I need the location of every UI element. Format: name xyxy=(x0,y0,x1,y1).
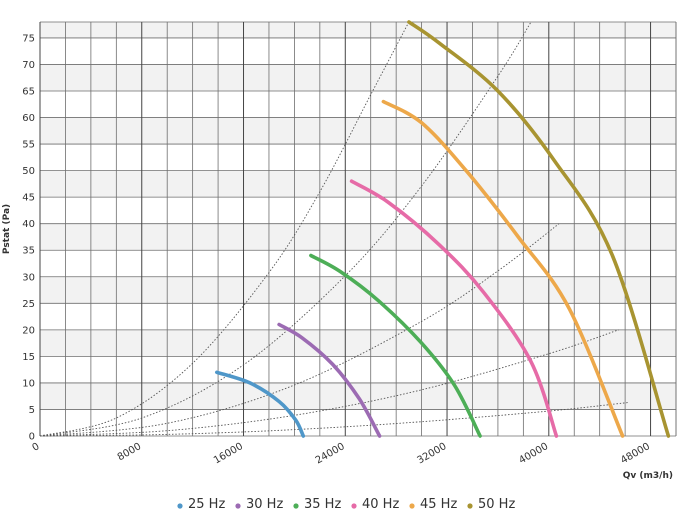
legend-marker xyxy=(235,503,241,509)
system-curve xyxy=(39,21,410,437)
series-line xyxy=(277,322,382,438)
grid-band xyxy=(40,22,676,38)
grid-band xyxy=(40,64,676,91)
y-tick-label: 70 xyxy=(22,60,35,71)
series-line xyxy=(215,370,306,438)
grid-band xyxy=(40,91,676,118)
plot-bands xyxy=(40,22,676,436)
y-tick-label: 65 xyxy=(22,87,35,98)
legend-label: 25 Hz xyxy=(188,497,225,512)
grid-band xyxy=(40,117,676,145)
y-tick-label: 15 xyxy=(22,352,35,363)
y-tick-label: 20 xyxy=(22,325,35,336)
system-curve xyxy=(39,21,532,437)
y-tick-label: 30 xyxy=(22,272,35,283)
grid-band xyxy=(40,409,676,436)
legend-marker xyxy=(409,503,415,509)
legend: 25 Hz 30 Hz 35 Hz 40 Hz 45 Hz 50 Hz xyxy=(177,497,515,512)
y-tick-label: 75 xyxy=(22,33,35,44)
x-tick-label: 16000 xyxy=(212,441,245,466)
grid-band xyxy=(40,303,676,330)
y-tick-label: 55 xyxy=(22,140,35,151)
x-tick-label: 48000 xyxy=(619,441,652,466)
legend-label: 45 Hz xyxy=(420,497,457,512)
legend-marker xyxy=(351,503,357,509)
grid-band xyxy=(40,37,676,65)
grid-band xyxy=(40,144,676,171)
x-tick-label: 32000 xyxy=(415,441,448,466)
x-tick-label: 8000 xyxy=(116,441,144,463)
y-tick-label: 25 xyxy=(22,299,35,310)
series-line xyxy=(381,99,625,438)
x-tick-label: 40000 xyxy=(517,441,550,466)
y-tick-label: 40 xyxy=(22,219,35,230)
legend-marker xyxy=(467,503,473,509)
series-line xyxy=(349,179,559,438)
y-tick-label: 0 xyxy=(29,432,35,443)
legend-label: 50 Hz xyxy=(478,497,515,512)
series-lines xyxy=(215,20,671,438)
y-tick-labels: 0 5 10 15 20 25 30 35 40 45 50 55 60 65 70 75 xyxy=(22,33,35,442)
y-tick-label: 5 xyxy=(29,405,35,416)
system-curve xyxy=(39,329,619,437)
series-line xyxy=(309,253,482,438)
legend-label: 40 Hz xyxy=(362,497,399,512)
legend-marker xyxy=(293,503,299,509)
legend-marker xyxy=(177,503,183,509)
grid-band xyxy=(40,197,676,224)
y-axis-title: Pstat (Pa) xyxy=(2,204,12,254)
x-tick-label: 24000 xyxy=(314,441,347,466)
x-tick-label: 0 xyxy=(30,441,41,454)
series-line xyxy=(407,20,671,438)
grid-band xyxy=(40,329,676,357)
y-tick-label: 45 xyxy=(22,193,35,204)
legend-label: 30 Hz xyxy=(246,497,283,512)
y-tick-label: 60 xyxy=(22,113,35,124)
grid-band xyxy=(40,250,676,277)
y-tick-label: 10 xyxy=(22,378,35,389)
y-tick-label: 35 xyxy=(22,246,35,257)
y-tick-label: 50 xyxy=(22,166,35,177)
grid-band xyxy=(40,223,676,251)
grid-band xyxy=(40,356,676,383)
grid-band xyxy=(40,276,676,304)
x-tick-labels: 0 8000 16000 24000 32000 40000 48000 xyxy=(30,441,652,466)
system-curve xyxy=(39,223,560,437)
x-axis-title: Qv (m3/h) xyxy=(623,471,673,481)
grid xyxy=(39,21,677,437)
legend-label: 35 Hz xyxy=(304,497,341,512)
